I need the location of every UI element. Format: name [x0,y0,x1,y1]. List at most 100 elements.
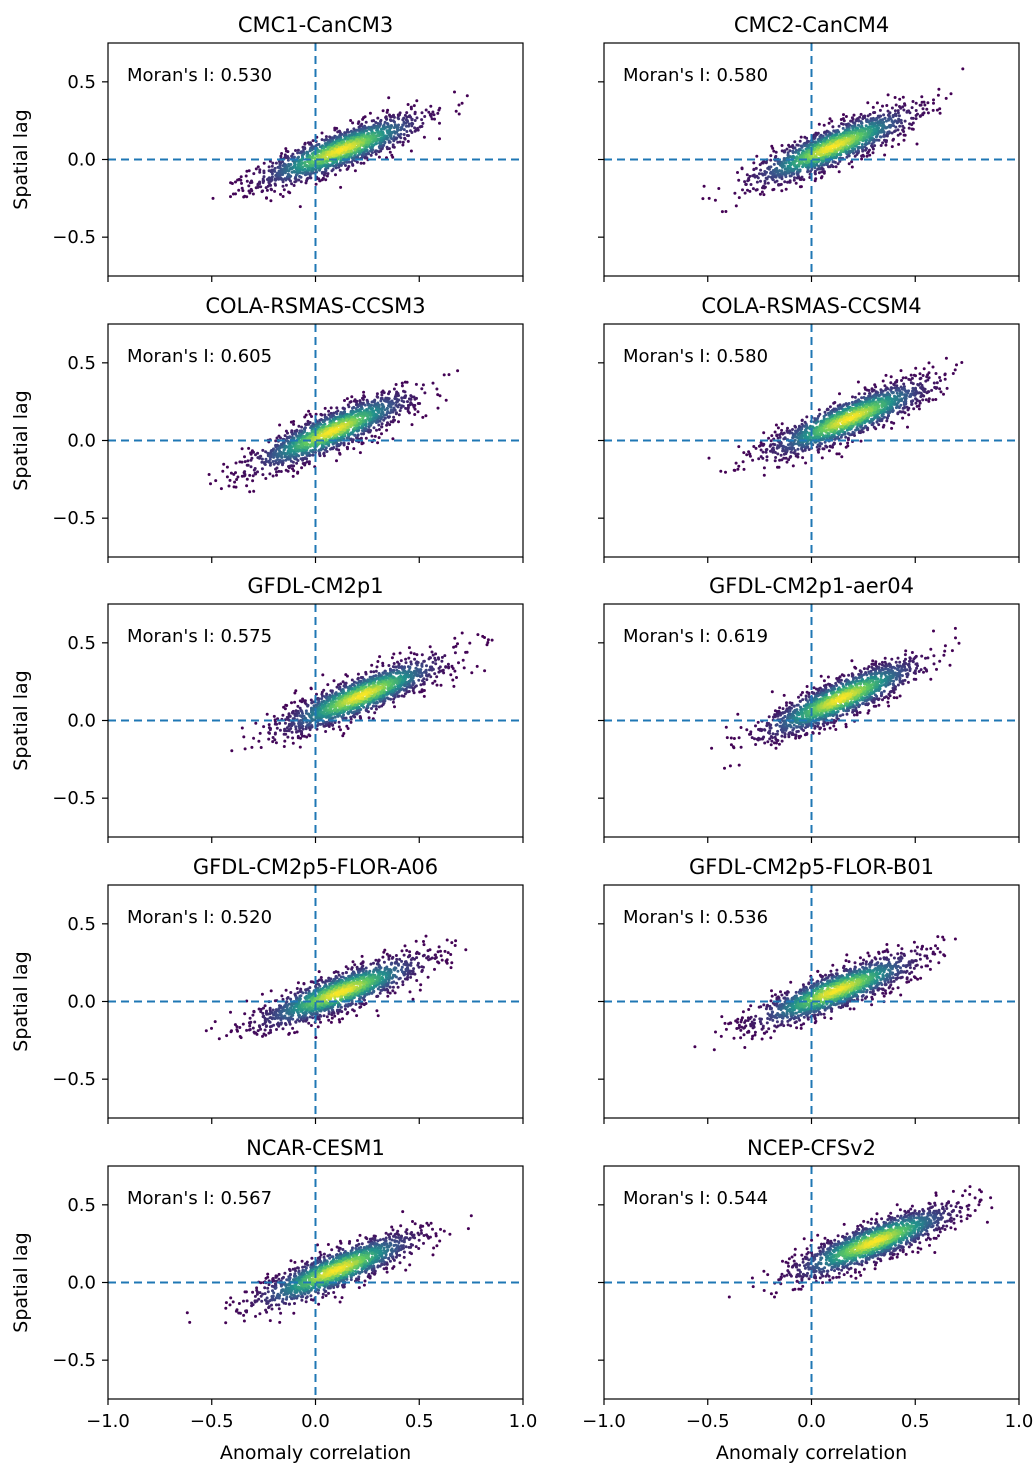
scatter-point [262,161,266,165]
scatter-point [281,160,284,164]
scatter-point [363,403,367,407]
scatter-point [291,433,294,436]
scatter-point [888,111,892,115]
scatter-point [438,121,441,125]
scatter-point [791,150,795,154]
scatter-point [268,472,272,476]
scatter-point [402,133,406,136]
scatter-point [780,165,784,169]
scatter-point [374,405,378,409]
scatter-point [225,465,229,469]
scatter-point [824,162,828,166]
scatter-point [353,433,357,437]
scatter-point [837,170,841,174]
scatter-point [363,423,367,427]
scatter-point [240,186,244,190]
scatter-point [822,144,826,148]
scatter-point [406,400,409,404]
scatter-point [752,168,756,172]
scatter-point [762,431,766,435]
scatter-point [836,153,840,156]
scatter-point [407,115,411,118]
scatter-point [380,432,383,436]
scatter-point [827,121,831,125]
scatter-point [436,406,440,410]
scatter-point [276,458,280,461]
scatter-point [783,150,786,154]
scatter-point [264,450,268,454]
scatter-point [831,139,835,143]
scatter-point [377,131,381,135]
scatter-point [897,114,901,118]
scatter-point [890,106,894,110]
scatter-point [344,143,348,147]
scatter-point [245,169,249,173]
scatter-point [857,129,861,132]
scatter-point [335,145,339,149]
scatter-point [834,133,837,137]
scatter-point [872,128,876,132]
scatter-point [385,413,388,417]
scatter-point [347,414,350,418]
scatter-point [949,92,953,96]
scatter-point [823,149,827,153]
scatter-point [399,132,403,136]
scatter-point [902,138,906,142]
scatter-point [413,110,417,114]
scatter-point [274,161,278,165]
scatter-point [353,426,357,430]
scatter-point [819,162,823,166]
moran-annotation: Moran's I: 0.580 [623,65,768,86]
scatter-point [311,442,315,446]
scatter-point [852,113,856,117]
scatter-point [898,97,902,101]
scatter-point [280,170,284,174]
scatter-point [360,432,364,436]
scatter-point [260,190,264,194]
scatter-point [886,113,890,117]
scatter-point [795,176,799,180]
scatter-point [798,168,802,172]
scatter-point [329,406,333,410]
scatter-point [348,400,352,404]
scatter-point [291,441,295,445]
scatter-point [817,171,821,175]
scatter-point [331,142,335,146]
scatter-point [331,442,335,446]
scatter-point [393,397,397,401]
scatter-point [385,122,389,125]
scatter-point [815,156,818,160]
y-tick-label: −0.5 [52,508,96,529]
scatter-point [297,178,301,182]
scatter-point [932,101,935,105]
scatter-point [752,161,756,165]
scatter-point [776,162,780,165]
scatter-point [258,170,262,174]
scatter-point [782,172,786,176]
scatter-point [788,174,792,178]
scatter-point [724,470,727,474]
scatter-point [373,400,376,404]
scatter-point [294,179,298,183]
scatter-point [845,150,849,154]
scatter-point [772,187,776,191]
scatter-point [305,460,309,464]
scatter-point [337,150,341,154]
scatter-point [813,134,817,138]
scatter-point [307,437,311,440]
scatter-point [436,111,440,115]
scatter-point [848,145,852,149]
scatter-point [822,147,826,151]
scatter-point [743,191,747,195]
scatter-point [336,157,340,161]
scatter-point [432,113,436,117]
scatter-point [314,168,318,172]
scatter-point [402,389,405,393]
scatter-point [753,175,757,179]
scatter-point [702,184,706,188]
scatter-point [862,137,866,141]
scatter-point [856,147,860,150]
scatter-point [745,173,749,177]
scatter-point [869,122,873,126]
